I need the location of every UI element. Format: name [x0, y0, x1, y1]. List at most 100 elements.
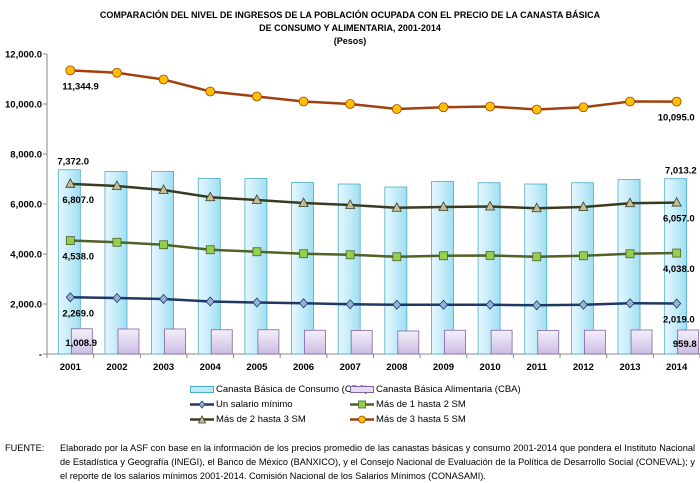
x-tick-label: 2008: [386, 362, 407, 373]
triangle-marker: [111, 180, 123, 190]
triangle-marker: [531, 202, 542, 213]
legend-label-1-2sm: Más de 1 hasta 2 SM: [376, 399, 466, 410]
chart-title: COMPARACIÓN DEL NIVEL DE INGRESOS DE LA …: [0, 9, 700, 48]
diamond-marker: [672, 298, 682, 309]
diamond-marker: [345, 299, 355, 310]
circle-marker: [345, 99, 356, 109]
x-tick-label: 2012: [573, 362, 594, 373]
diamond-marker: [625, 298, 635, 309]
cbc-bar: [291, 182, 314, 355]
data-label: 6,057.0: [663, 214, 695, 225]
y-tick-label: 2,000.0: [10, 300, 42, 311]
y-tick-label: 8,000.0: [10, 150, 42, 161]
x-tick-label: 2011: [526, 362, 547, 373]
legend-label-3-5sm: Más de 3 hasta 5 SM: [376, 414, 466, 425]
x-tick-label: 2009: [433, 362, 454, 373]
square-marker: [252, 247, 262, 257]
triangle-marker: [438, 201, 449, 211]
series-line-2: [70, 239, 677, 259]
x-tick-label: 2010: [480, 362, 501, 373]
square-marker: [345, 250, 355, 260]
source-note: FUENTE: Elaborado por la ASF con base en…: [5, 441, 695, 483]
circle-marker: [251, 91, 262, 102]
square-marker: [672, 248, 682, 258]
cba-bar: [350, 330, 373, 355]
circle-marker: [625, 96, 635, 107]
triangle-marker: [158, 184, 169, 194]
legend-item-cba: Canasta Básica Alimentaria (CBA): [350, 384, 521, 395]
cbc-bar: [617, 179, 641, 355]
y-tick-label: 6,000.0: [10, 200, 42, 211]
diamond-marker: [392, 299, 402, 310]
cba-bar: [164, 328, 187, 355]
x-tick-label: 2001: [60, 362, 82, 373]
legend-label-1sm: Un salario mínimo: [216, 399, 293, 410]
diamond-marker: [438, 299, 448, 310]
data-label: 7,372.0: [57, 157, 89, 168]
cba-bar: [70, 328, 93, 355]
cbc-bar: [151, 171, 175, 355]
cba-bar: [490, 329, 513, 355]
series-line-3: [70, 182, 677, 210]
chart-title-line-2: DE CONSUMO Y ALIMENTARIA, 2001-2014: [259, 23, 441, 33]
data-label: 4,038.0: [663, 264, 695, 275]
circle-marker: [531, 104, 542, 115]
circle-marker: [112, 67, 122, 78]
x-tick-label: 2002: [106, 362, 127, 373]
cbc-bar: [244, 178, 268, 355]
cba-bar: [397, 330, 420, 355]
square-marker: [439, 251, 448, 261]
circle-marker: [485, 101, 496, 112]
cba-bar: [444, 329, 466, 355]
legend-item-cbc: Canasta Básica de Consumo (CBC): [190, 384, 368, 395]
square-marker: [65, 236, 75, 245]
data-label: 2,019.0: [663, 315, 695, 326]
diamond-marker: [205, 296, 215, 307]
circle-marker: [438, 102, 449, 113]
triangle-marker: [345, 199, 356, 209]
data-label: 2,269.0: [62, 308, 94, 319]
chart-title-units: (Pesos): [333, 36, 367, 46]
legend-label-2-3sm: Más de 2 hasta 3 SM: [216, 414, 306, 425]
chart-plot: - 2,000.0 4,000.0 6,000.0 8,000.0 10,000.0 12,…: [5, 50, 700, 373]
series-line-4: [70, 69, 677, 111]
x-tick-label: 2007: [340, 362, 361, 373]
diamond-marker: [532, 300, 542, 311]
cba-bar: [583, 329, 606, 355]
triangle-marker: [578, 201, 589, 211]
chart-title-line-1: COMPARACIÓN DEL NIVEL DE INGRESOS DE LA …: [99, 10, 601, 20]
cbc-bar: [384, 186, 408, 355]
circle-marker: [158, 74, 169, 85]
legend-label-cbc: Canasta Básica de Consumo (CBC): [216, 384, 369, 395]
data-label: 959.8: [673, 339, 697, 350]
diamond-marker: [159, 293, 169, 305]
triangle-marker: [251, 194, 263, 204]
diamond-marker: [578, 299, 588, 310]
source-label: FUENTE:: [5, 443, 45, 453]
x-tick-label: 2013: [619, 362, 640, 373]
triangle-marker: [65, 177, 76, 188]
triangle-marker: [391, 201, 402, 212]
cbc-bar: [570, 182, 594, 355]
data-label: 4,538.0: [62, 252, 94, 263]
triangle-marker: [205, 191, 216, 202]
diamond-marker: [252, 297, 262, 308]
square-marker: [532, 252, 542, 262]
circle-marker: [671, 96, 682, 107]
series-line-1: [70, 296, 677, 307]
cbc-bar: [337, 183, 361, 355]
y-tick-label: 10,000.0: [5, 100, 42, 111]
cbc-bar: [477, 182, 501, 355]
data-label: 1,008.9: [65, 338, 97, 349]
legend-swatch-cba: [350, 386, 374, 393]
square-marker: [485, 251, 495, 260]
circle-marker: [578, 102, 589, 113]
legend-triangle-marker-icon: [190, 415, 214, 424]
cbc-bar: [664, 178, 688, 355]
square-marker: [578, 251, 588, 261]
cbc-bar: [57, 169, 81, 355]
x-tick-label: 2004: [200, 362, 222, 373]
legend-item-3-5sm: Más de 3 hasta 5 SM: [350, 414, 466, 425]
data-label: 7,013.2: [665, 166, 697, 177]
y-tick-label: 12,000.0: [5, 50, 42, 61]
